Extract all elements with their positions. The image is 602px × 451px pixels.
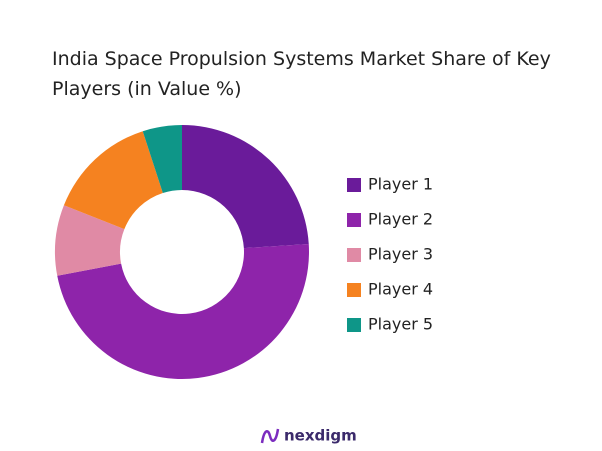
legend-swatch xyxy=(347,213,361,227)
legend-swatch xyxy=(347,283,361,297)
donut-slice xyxy=(55,205,125,276)
donut-slice xyxy=(142,125,182,194)
legend-label: Player 1 xyxy=(368,175,433,194)
brand-logo: nexdigm xyxy=(260,427,357,445)
legend-label: Player 5 xyxy=(368,315,433,334)
chart-title: India Space Propulsion Systems Market Sh… xyxy=(52,48,551,100)
legend-label: Player 4 xyxy=(368,280,433,299)
legend-label: Player 2 xyxy=(368,210,433,229)
brand-icon xyxy=(260,428,280,444)
legend-swatch xyxy=(347,318,361,332)
donut-slice xyxy=(63,131,163,230)
legend-label: Player 3 xyxy=(368,245,433,264)
donut-slice xyxy=(182,125,309,249)
donut-slice xyxy=(57,244,309,379)
legend-swatch xyxy=(347,178,361,192)
brand-name: nexdigm xyxy=(284,427,357,445)
legend-swatch xyxy=(347,248,361,262)
